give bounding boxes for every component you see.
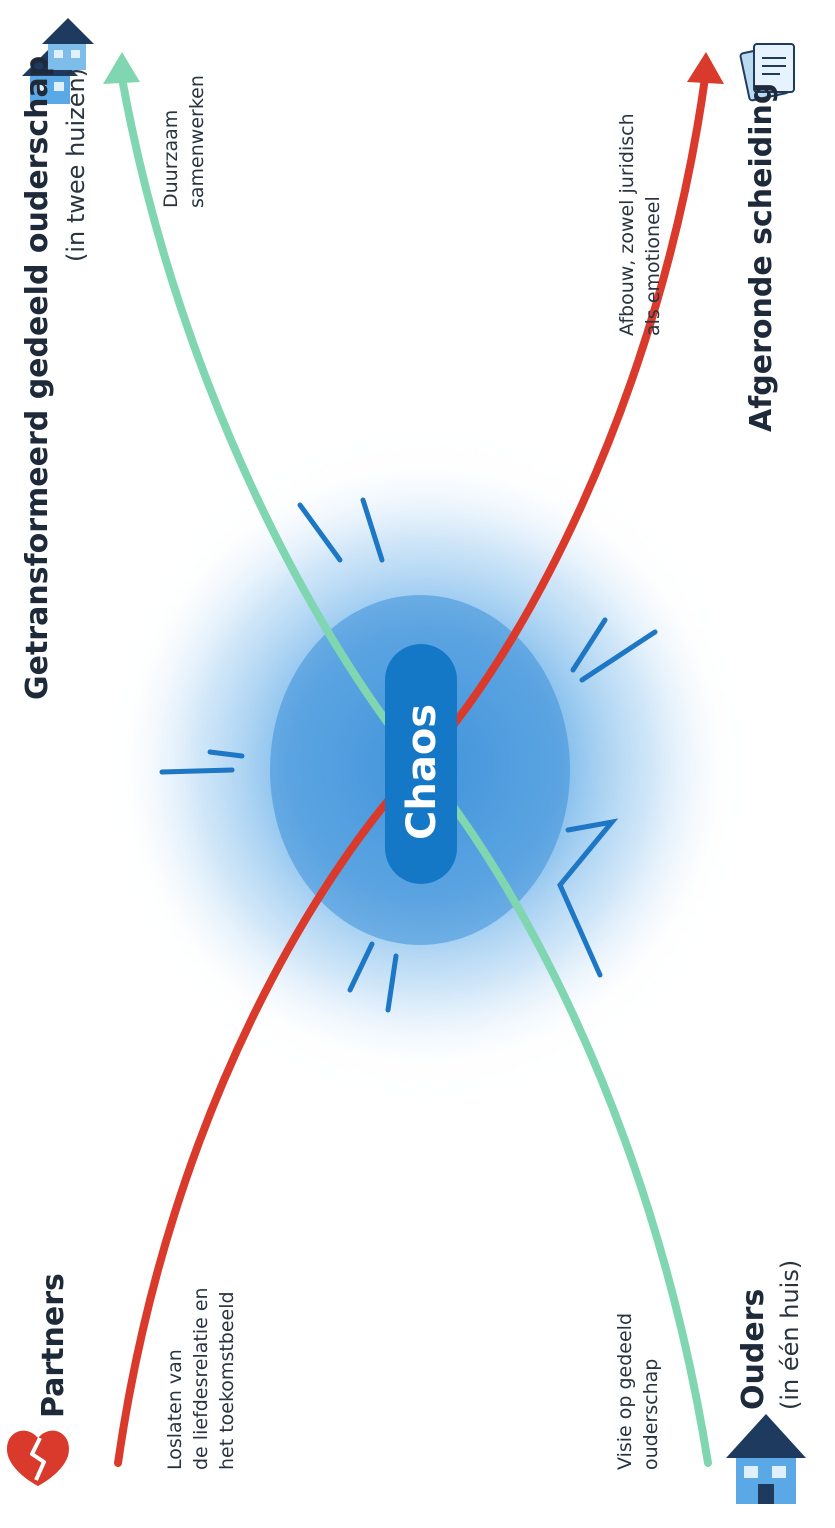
parents-note-line: ouderschap: [640, 1358, 662, 1470]
partners-note-line: de liefdesrelatie en: [190, 1287, 212, 1470]
chaos-sparks: [159, 497, 658, 1013]
parents-subtitle: (in één huis): [776, 1259, 804, 1410]
divorce-note: Afbouw, zowel juridisch als emotioneel: [614, 113, 666, 336]
divorce-title: Afgeronde scheiding: [744, 82, 779, 432]
chaos-badge: [385, 644, 457, 884]
partners-path-arrowhead: [687, 52, 724, 84]
parents-note-line: Visie op gedeeld: [614, 1312, 636, 1470]
partners-note-line: Loslaten van: [164, 1349, 186, 1470]
parents-note: Visie op gedeeld ouderschap: [612, 1313, 664, 1470]
partners-title: Partners: [36, 1273, 71, 1418]
shared-parenting-note-line: samenwerken: [186, 75, 208, 208]
shared-parenting-note-line: Duurzaam: [160, 109, 182, 208]
divorce-note-line: Afbouw, zowel juridisch: [616, 113, 638, 336]
partners-note: Loslaten van de liefdesrelatie en het to…: [162, 1287, 240, 1470]
house-icon: [726, 1414, 806, 1504]
partners-note-line: het toekomstbeeld: [216, 1291, 238, 1470]
chaos-label: Chaos: [399, 703, 445, 840]
broken-heart-icon: [6, 1430, 70, 1486]
shared-parenting-subtitle: (in twee huizen): [62, 67, 90, 262]
shared-parenting-note: Duurzaam samenwerken: [158, 75, 210, 208]
documents-icon: [739, 43, 795, 102]
parents-path-arrowhead: [103, 52, 140, 84]
divorce-note-line: als emotioneel: [642, 196, 664, 336]
two-houses-icon: [22, 18, 94, 104]
shared-parenting-title: Getransformeerd gedeeld ouderschap: [20, 55, 55, 700]
parents-title: Ouders: [736, 1288, 771, 1410]
